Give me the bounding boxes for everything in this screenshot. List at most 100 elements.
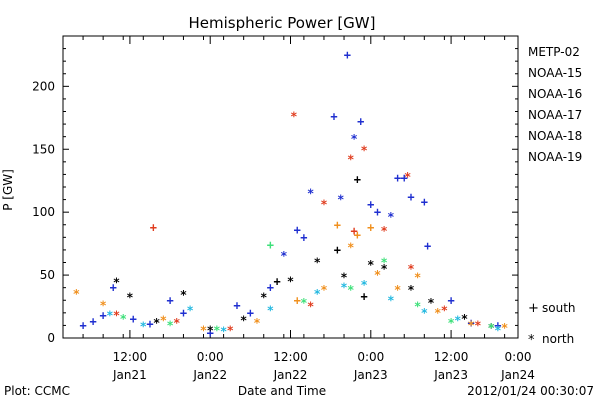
data-point-noaa-15: + xyxy=(130,312,137,326)
data-point-metp-02: * xyxy=(240,313,247,327)
data-point-noaa-16: * xyxy=(340,281,347,295)
data-point-noaa-15: + xyxy=(300,230,307,244)
data-point-noaa-19: * xyxy=(474,318,481,332)
data-point-noaa-17: * xyxy=(213,323,220,337)
legend-item-metp-02: METP-02 xyxy=(528,45,580,59)
data-point-noaa-16: * xyxy=(360,278,367,292)
data-point-metp-02: * xyxy=(126,291,133,305)
legend-item-noaa-16: NOAA-16 xyxy=(528,87,582,101)
data-point-noaa-16: * xyxy=(106,308,113,322)
data-point-metp-02: * xyxy=(207,323,214,337)
data-point-noaa-19: * xyxy=(360,144,367,158)
data-point-metp-02: * xyxy=(153,316,160,330)
data-point-metp-02: + xyxy=(360,289,367,303)
data-point-noaa-15: + xyxy=(247,306,254,320)
data-point-noaa-15: + xyxy=(374,205,381,219)
marker-legend: + south * north xyxy=(528,301,576,348)
data-point-noaa-16: * xyxy=(267,303,274,317)
data-point-metp-02: * xyxy=(407,283,414,297)
data-point-noaa-18: * xyxy=(200,323,207,337)
data-point-noaa-17: + xyxy=(267,238,274,252)
legend-item-noaa-18: NOAA-18 xyxy=(528,129,582,143)
y-axis-label: P [GW] xyxy=(1,169,15,211)
data-point-noaa-15: + xyxy=(357,115,364,129)
x-tick-date-label: Jan22 xyxy=(273,368,308,382)
data-point-metp-02: * xyxy=(113,276,120,290)
x-axis: 12:00 Jan21 0:00 Jan22 12:00 Jan22 0:00 Jan23 12… xyxy=(62,36,535,382)
data-point-metp-02: * xyxy=(180,288,187,302)
data-point-noaa-18: * xyxy=(100,298,107,312)
data-point-noaa-15: + xyxy=(494,318,501,332)
x-tick-date-label: Jan21 xyxy=(112,368,147,382)
data-point-noaa-18: * xyxy=(320,283,327,297)
data-point-noaa-18: * xyxy=(501,321,508,335)
data-point-noaa-15: + xyxy=(401,171,408,185)
timestamp: 2012/01/24 00:30:07 xyxy=(467,384,594,398)
data-point-noaa-18: * xyxy=(434,306,441,320)
legend-item-noaa-19: NOAA-19 xyxy=(528,150,582,164)
data-point-noaa-18: * xyxy=(414,271,421,285)
data-point-noaa-19: * xyxy=(407,262,414,276)
data-point-noaa-18: * xyxy=(468,318,475,332)
data-point-metp-02: * xyxy=(367,258,374,272)
data-point-noaa-17: * xyxy=(488,321,495,335)
marker-star-symbol: * xyxy=(528,333,535,348)
data-point-noaa-18: + xyxy=(294,293,301,307)
data-point-noaa-18: * xyxy=(394,283,401,297)
data-point-noaa-15: + xyxy=(180,306,187,320)
data-point-noaa-15: + xyxy=(146,317,153,331)
data-point-noaa-17: * xyxy=(447,316,454,330)
data-point-noaa-15: + xyxy=(407,190,414,204)
data-point-noaa-18: * xyxy=(374,268,381,282)
x-tick-date-label: Jan24 xyxy=(500,368,535,382)
data-point-metp-02: * xyxy=(381,262,388,276)
y-tick-label: 100 xyxy=(32,205,55,219)
data-point-noaa-18: * xyxy=(160,313,167,327)
data-point-noaa-15: * xyxy=(350,132,357,146)
data-point-noaa-15: + xyxy=(100,308,107,322)
data-point-noaa-19: * xyxy=(381,224,388,238)
data-point-noaa-15: + xyxy=(207,326,214,340)
data-point-metp-02: + xyxy=(274,274,281,288)
data-point-metp-02: * xyxy=(314,256,321,270)
data-point-noaa-16: * xyxy=(140,320,147,334)
data-point-noaa-17: * xyxy=(300,296,307,310)
data-point-noaa-18: * xyxy=(253,316,260,330)
x-tick-time-label: 12:00 xyxy=(434,350,469,364)
data-point-metp-02: * xyxy=(427,296,434,310)
data-point-noaa-15: + xyxy=(394,171,401,185)
data-point-noaa-16: * xyxy=(421,306,428,320)
x-tick-date-label: Jan23 xyxy=(353,368,388,382)
data-point-noaa-19: * xyxy=(173,316,180,330)
data-point-noaa-16: * xyxy=(187,303,194,317)
data-point-noaa-19: * xyxy=(320,198,327,212)
data-point-noaa-18: * xyxy=(73,287,80,301)
legend: METP-02 NOAA-15 NOAA-16 NOAA-17 NOAA-18 NOAA-… xyxy=(528,45,582,164)
x-axis-label: Date and Time xyxy=(238,384,326,398)
data-point-noaa-17: * xyxy=(414,300,421,314)
x-tick-time-label: 0:00 xyxy=(197,350,224,364)
chart-title: Hemispheric Power [GW] xyxy=(189,14,376,32)
y-tick-label: 150 xyxy=(32,142,55,156)
data-point-noaa-15: * xyxy=(307,186,314,200)
legend-item-noaa-17: NOAA-17 xyxy=(528,108,582,122)
data-point-noaa-17: * xyxy=(347,283,354,297)
plot-credit: Plot: CCMC xyxy=(4,384,70,398)
data-point-noaa-15: + xyxy=(344,48,351,62)
data-point-noaa-19: * xyxy=(113,308,120,322)
data-point-noaa-16: * xyxy=(454,313,461,327)
data-point-noaa-18: * xyxy=(347,240,354,254)
data-point-metp-02: + xyxy=(354,172,361,186)
data-point-noaa-15: + xyxy=(79,318,86,332)
data-point-noaa-15: + xyxy=(421,195,428,209)
data-point-noaa-15: + xyxy=(424,239,431,253)
data-point-noaa-15: + xyxy=(330,110,337,124)
y-tick-label: 200 xyxy=(32,79,55,93)
data-point-metp-02: * xyxy=(488,321,495,335)
data-point-noaa-15: * xyxy=(387,210,394,224)
data-point-noaa-19: * xyxy=(290,110,297,124)
data-point-noaa-15: + xyxy=(468,316,475,330)
data-point-noaa-15: + xyxy=(367,198,374,212)
x-tick-time-label: 12:00 xyxy=(113,350,148,364)
